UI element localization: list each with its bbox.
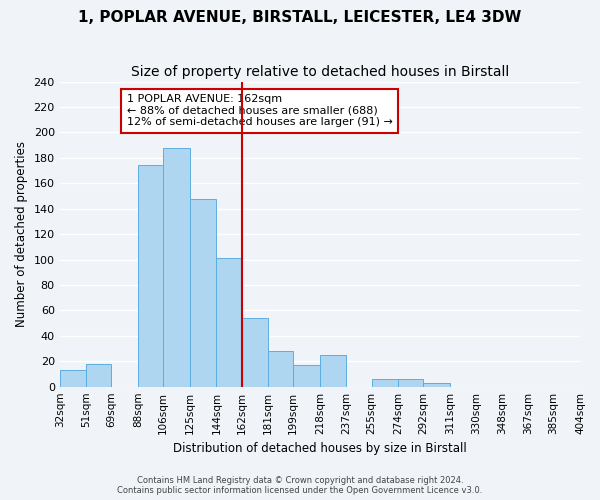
Bar: [371, 379, 398, 386]
Bar: [293, 365, 320, 386]
Bar: [190, 198, 217, 386]
Bar: [217, 258, 242, 386]
X-axis label: Distribution of detached houses by size in Birstall: Distribution of detached houses by size …: [173, 442, 467, 455]
Bar: [268, 351, 293, 386]
Title: Size of property relative to detached houses in Birstall: Size of property relative to detached ho…: [131, 65, 509, 79]
Bar: [163, 148, 190, 386]
Text: 1 POPLAR AVENUE: 162sqm
← 88% of detached houses are smaller (688)
12% of semi-d: 1 POPLAR AVENUE: 162sqm ← 88% of detache…: [127, 94, 392, 128]
Bar: [59, 370, 86, 386]
Y-axis label: Number of detached properties: Number of detached properties: [15, 141, 28, 327]
Text: 1, POPLAR AVENUE, BIRSTALL, LEICESTER, LE4 3DW: 1, POPLAR AVENUE, BIRSTALL, LEICESTER, L…: [79, 10, 521, 25]
Bar: [398, 379, 424, 386]
Text: Contains HM Land Registry data © Crown copyright and database right 2024.
Contai: Contains HM Land Registry data © Crown c…: [118, 476, 482, 495]
Bar: [86, 364, 112, 386]
Bar: [424, 383, 450, 386]
Bar: [320, 355, 346, 386]
Bar: [242, 318, 268, 386]
Bar: [138, 166, 163, 386]
